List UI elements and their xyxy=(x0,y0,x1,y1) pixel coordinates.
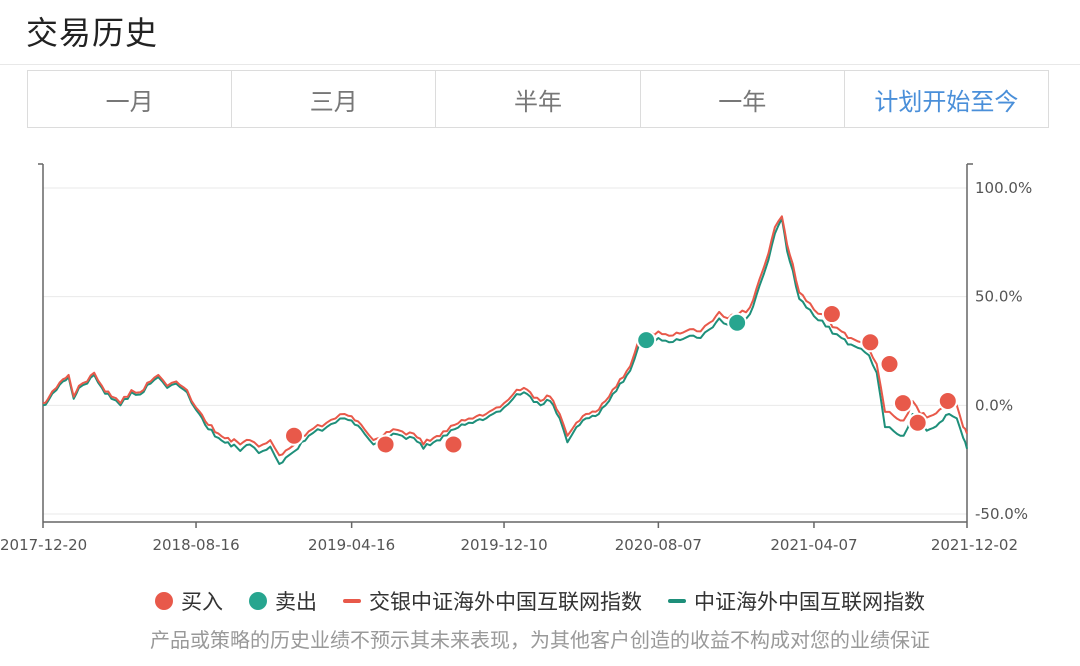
y-tick-label: 100.0% xyxy=(975,179,1032,197)
tab-one-year[interactable]: 一年 xyxy=(641,71,845,127)
header-divider xyxy=(0,64,1080,65)
tab-since-plan-start[interactable]: 计划开始至今 xyxy=(874,87,1019,116)
y-tick-label: 0.0% xyxy=(975,396,1013,414)
x-tick-label: 2019-04-16 xyxy=(308,536,395,554)
sell-marker xyxy=(727,312,748,333)
buy-marker xyxy=(443,434,464,455)
buy-marker xyxy=(937,390,958,411)
buy-marker xyxy=(375,434,396,455)
legend-item-sell: 卖出 xyxy=(249,586,317,616)
disclaimer-text: 产品或策略的历史业绩不预示其未来表现，为其他客户创造的收益不构成对您的业绩保证 xyxy=(150,628,930,652)
legend-label-index: 中证海外中国互联网指数 xyxy=(694,590,925,614)
x-tick-label: 2017-12-20 xyxy=(0,536,87,554)
sell-marker-icon xyxy=(249,592,267,610)
legend-label-fund: 交银中证海外中国互联网指数 xyxy=(369,590,642,614)
tab-half-year[interactable]: 半年 xyxy=(436,71,641,127)
x-tick-label: 2020-08-07 xyxy=(615,536,702,554)
legend-item-fund: 交银中证海外中国互联网指数 xyxy=(343,586,642,616)
index-line-icon xyxy=(668,599,686,603)
page-title: 交易历史 xyxy=(26,14,159,52)
x-tick-label: 2018-08-16 xyxy=(152,536,239,554)
buy-marker xyxy=(892,393,913,414)
legend-label-sell: 卖出 xyxy=(275,590,317,614)
legend-item-index: 中证海外中国互联网指数 xyxy=(668,586,925,616)
buy-marker xyxy=(879,354,900,375)
fund-series-line xyxy=(42,215,968,457)
chart-legend: 买入 卖出 交银中证海外中国互联网指数 中证海外中国互联网指数 xyxy=(0,586,1080,616)
buy-marker xyxy=(907,412,928,433)
x-tick-label: 2021-04-07 xyxy=(770,536,857,554)
x-tick-label: 2019-12-10 xyxy=(460,536,547,554)
tab-three-months[interactable]: 三月 xyxy=(232,71,437,127)
buy-marker xyxy=(860,332,881,353)
y-tick-label: 50.0% xyxy=(975,288,1023,306)
buy-marker xyxy=(284,425,305,446)
buy-marker xyxy=(821,304,842,325)
tab-one-month[interactable]: 一月 xyxy=(28,71,233,127)
fund-line-icon xyxy=(343,599,361,603)
period-tabs: 一月 三月 半年 一年 计划开始至今 xyxy=(27,70,1049,128)
index-series-line xyxy=(42,217,968,465)
performance-chart: 100.0% 50.0% 0.0% -50.0% 2017-12-20 2018-08-1… xyxy=(0,163,1032,554)
x-tick-label: 2021-12-02 xyxy=(931,536,1018,554)
legend-item-buy: 买入 xyxy=(155,586,223,616)
sell-marker xyxy=(636,330,657,351)
buy-marker-icon xyxy=(155,592,173,610)
legend-label-buy: 买入 xyxy=(181,590,223,614)
y-tick-label: -50.0% xyxy=(975,505,1028,523)
